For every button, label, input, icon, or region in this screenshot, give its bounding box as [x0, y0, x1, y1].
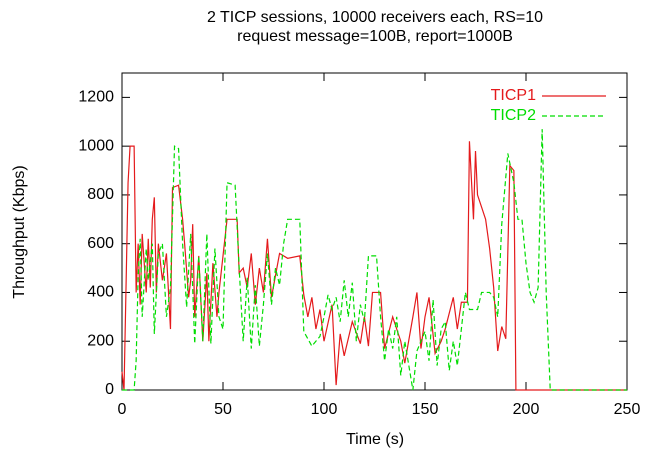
- y-tick-label: 800: [87, 186, 114, 203]
- x-tick-label: 250: [614, 401, 641, 418]
- chart-title: 2 TICP sessions, 10000 receivers each, R…: [207, 9, 543, 26]
- y-tick-label: 200: [87, 332, 114, 349]
- series-line: [121, 141, 627, 391]
- series-line: [122, 129, 627, 391]
- x-axis-label: Time (s): [346, 431, 404, 448]
- x-tick-label: 150: [412, 401, 439, 418]
- plot-frame: [121, 72, 628, 391]
- y-axis-label: Throughput (Kbps): [11, 165, 28, 298]
- x-tick-label: 50: [214, 401, 232, 418]
- x-tick-label: 0: [118, 401, 127, 418]
- x-tick-label: 200: [513, 401, 540, 418]
- x-tick-label: 100: [311, 401, 338, 418]
- y-tick-label: 600: [87, 235, 114, 252]
- legend-label: TICP1: [491, 87, 536, 104]
- legend-label: TICP2: [491, 107, 536, 124]
- y-tick-label: 400: [87, 284, 114, 301]
- y-tick-label: 1200: [78, 89, 114, 106]
- y-tick-label: 1000: [78, 137, 114, 154]
- chart-subtitle: request message=100B, report=1000B: [237, 28, 513, 45]
- y-tick-label: 0: [105, 381, 114, 398]
